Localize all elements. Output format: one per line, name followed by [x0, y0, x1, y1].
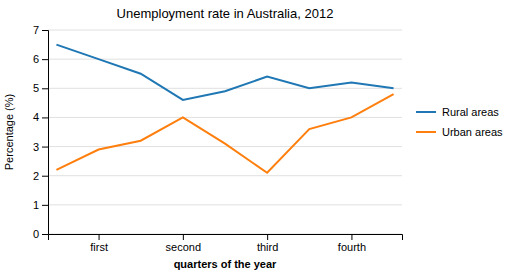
x-axis: first second third fourth: [49, 234, 403, 253]
legend-label: Rural areas: [442, 106, 499, 118]
y-tick: 3: [33, 141, 48, 153]
x-tick-label: second: [166, 241, 201, 253]
legend-swatch: [416, 111, 436, 113]
y-tick-mark: [42, 176, 48, 177]
y-axis: 0 1 2 3 4 5 6 7: [33, 24, 49, 240]
series-line: [56, 94, 393, 173]
y-axis-title: Percentage (%): [3, 94, 15, 170]
grid-line: [48, 146, 402, 147]
y-axis-line: [42, 31, 49, 235]
y-tick-mark: [42, 147, 48, 148]
grid-line: [48, 30, 402, 31]
y-grid: [48, 30, 402, 234]
grid-line: [48, 175, 402, 176]
x-tick-label: fourth: [338, 241, 366, 253]
y-tick-label: 2: [33, 170, 39, 182]
y-tick-label: 4: [33, 111, 39, 123]
x-tick: third: [257, 234, 278, 253]
chart: first second third fourth 0 1 2 3 4 5 6 7 Unemployme…: [0, 0, 512, 276]
y-tick-mark: [42, 234, 48, 235]
x-tick-mark: [99, 234, 100, 240]
series-line: [56, 45, 393, 100]
lines: [56, 45, 393, 173]
y-tick-mark: [42, 205, 48, 206]
y-tick-label: 3: [33, 141, 39, 153]
y-tick: 2: [33, 170, 48, 182]
y-tick: 7: [33, 24, 48, 36]
y-tick-label: 7: [33, 24, 39, 36]
x-tick-mark: [351, 234, 352, 240]
y-tick: 5: [33, 82, 48, 94]
y-tick-label: 1: [33, 199, 39, 211]
y-tick-label: 6: [33, 53, 39, 65]
legend-item: Urban areas: [416, 126, 503, 138]
y-tick-mark: [42, 117, 48, 118]
x-tick-label: third: [257, 241, 278, 253]
x-tick-mark: [183, 234, 184, 240]
grid-line: [48, 204, 402, 205]
x-tick-label: first: [90, 241, 108, 253]
legend-label: Urban areas: [442, 126, 503, 138]
legend-swatch: [416, 131, 436, 133]
y-tick-mark: [42, 88, 48, 89]
title: Unemployment rate in Australia, 2012: [117, 6, 334, 21]
y-tick-mark: [42, 59, 48, 60]
legend: Rural areas Urban areas: [416, 106, 503, 138]
y-tick-label: 0: [33, 228, 39, 240]
x-tick-mark: [267, 234, 268, 240]
y-tick: 0: [33, 228, 48, 240]
plot: first second third fourth 0 1 2 3 4 5 6 7: [33, 24, 403, 253]
x-tick: second: [166, 234, 201, 253]
y-tick-mark: [42, 30, 48, 31]
legend-item: Rural areas: [416, 106, 499, 118]
grid-line: [48, 88, 402, 89]
x-axis-title: quarters of the year: [174, 258, 277, 270]
y-tick-label: 5: [33, 82, 39, 94]
y-tick: 4: [33, 111, 48, 123]
x-axis-line: [49, 235, 403, 241]
y-tick: 1: [33, 199, 48, 211]
y-tick: 6: [33, 53, 48, 65]
x-tick: first: [90, 234, 108, 253]
x-tick: fourth: [338, 234, 366, 253]
